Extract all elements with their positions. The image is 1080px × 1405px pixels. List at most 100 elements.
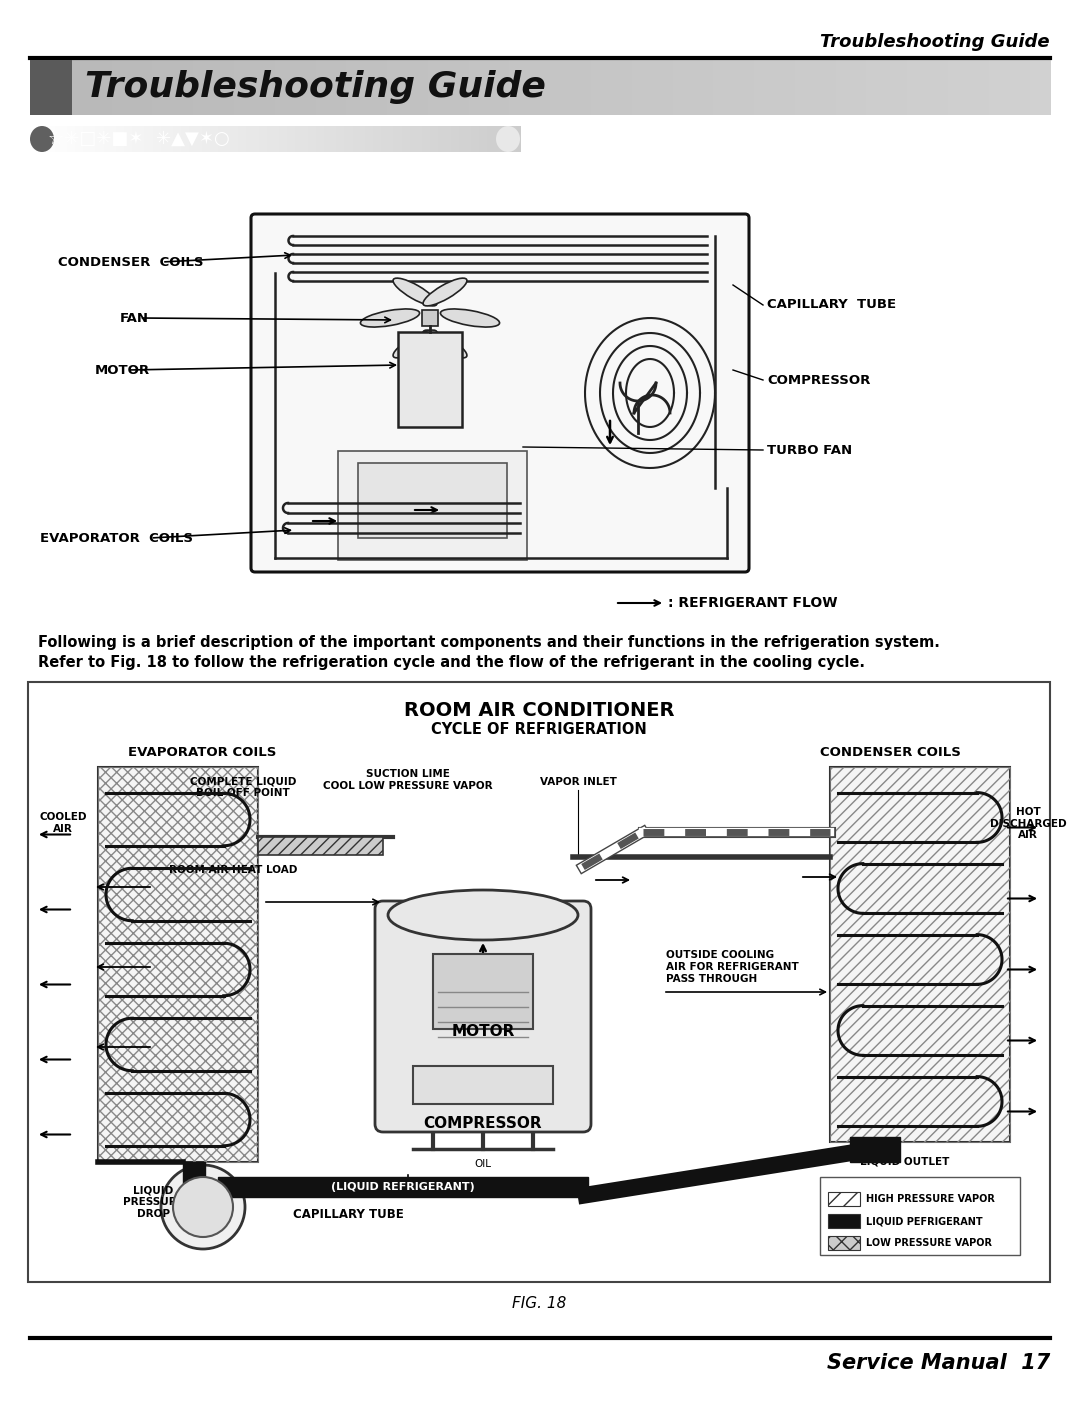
Bar <box>724 60 734 115</box>
Bar <box>530 60 541 115</box>
Text: LIQUID PEFRIGERANT: LIQUID PEFRIGERANT <box>866 1215 983 1227</box>
Text: LOW PRESSURE VAPOR: LOW PRESSURE VAPOR <box>866 1238 993 1248</box>
FancyBboxPatch shape <box>279 126 284 152</box>
FancyBboxPatch shape <box>87 126 92 152</box>
FancyBboxPatch shape <box>491 126 497 152</box>
FancyBboxPatch shape <box>386 126 390 152</box>
Bar <box>91 60 103 115</box>
Text: COMPRESSOR: COMPRESSOR <box>767 374 870 386</box>
FancyBboxPatch shape <box>54 126 59 152</box>
FancyBboxPatch shape <box>63 126 68 152</box>
Text: : REFRIGERANT FLOW: : REFRIGERANT FLOW <box>669 596 837 610</box>
Bar <box>152 60 163 115</box>
FancyBboxPatch shape <box>189 126 194 152</box>
Bar <box>40 60 52 115</box>
Text: CONDENSER  COILS: CONDENSER COILS <box>58 256 203 268</box>
FancyBboxPatch shape <box>275 126 280 152</box>
Bar <box>570 60 582 115</box>
FancyBboxPatch shape <box>393 126 399 152</box>
FancyBboxPatch shape <box>124 126 129 152</box>
FancyBboxPatch shape <box>471 126 476 152</box>
Bar <box>774 60 786 115</box>
FancyBboxPatch shape <box>328 126 333 152</box>
Bar <box>733 60 745 115</box>
FancyBboxPatch shape <box>83 126 89 152</box>
Text: Troubleshooting Guide: Troubleshooting Guide <box>85 70 545 104</box>
FancyBboxPatch shape <box>356 126 362 152</box>
Bar <box>489 60 500 115</box>
Bar <box>30 60 41 115</box>
FancyBboxPatch shape <box>79 126 84 152</box>
Text: COMPRESSOR: COMPRESSOR <box>423 1116 542 1131</box>
Bar <box>81 60 92 115</box>
FancyBboxPatch shape <box>157 126 162 152</box>
FancyBboxPatch shape <box>299 126 305 152</box>
Bar <box>754 60 766 115</box>
Bar <box>218 1177 588 1197</box>
FancyBboxPatch shape <box>271 126 276 152</box>
FancyBboxPatch shape <box>516 126 521 152</box>
Bar <box>887 60 897 115</box>
FancyBboxPatch shape <box>463 126 468 152</box>
Text: ROOM AIR CONDITIONER: ROOM AIR CONDITIONER <box>404 701 674 719</box>
Bar <box>356 60 367 115</box>
FancyBboxPatch shape <box>333 126 337 152</box>
FancyBboxPatch shape <box>338 451 527 561</box>
FancyBboxPatch shape <box>292 126 296 152</box>
Ellipse shape <box>441 309 500 327</box>
FancyBboxPatch shape <box>418 126 423 152</box>
Bar <box>422 311 438 326</box>
FancyBboxPatch shape <box>230 126 235 152</box>
Circle shape <box>173 1177 233 1236</box>
Bar <box>632 60 643 115</box>
Bar <box>897 60 908 115</box>
Bar <box>846 60 858 115</box>
FancyBboxPatch shape <box>438 126 444 152</box>
Text: ROOM AIR HEAT LOAD: ROOM AIR HEAT LOAD <box>168 865 297 875</box>
Bar <box>478 60 490 115</box>
Bar <box>673 60 684 115</box>
Text: MOTOR: MOTOR <box>451 1024 515 1040</box>
FancyBboxPatch shape <box>30 126 35 152</box>
Bar <box>550 60 562 115</box>
Bar <box>989 60 1000 115</box>
FancyBboxPatch shape <box>104 126 109 152</box>
FancyBboxPatch shape <box>91 126 96 152</box>
Text: OIL: OIL <box>474 1159 491 1169</box>
Text: LIQUID
PRESSURE
DROP: LIQUID PRESSURE DROP <box>122 1186 184 1218</box>
FancyBboxPatch shape <box>108 126 112 152</box>
FancyBboxPatch shape <box>296 126 300 152</box>
FancyBboxPatch shape <box>467 126 472 152</box>
Text: COOLED
AIR: COOLED AIR <box>39 812 86 835</box>
Bar <box>622 60 633 115</box>
FancyBboxPatch shape <box>402 126 407 152</box>
FancyBboxPatch shape <box>148 126 153 152</box>
Bar <box>448 60 459 115</box>
Bar <box>978 60 989 115</box>
Bar <box>438 60 449 115</box>
Bar <box>143 60 153 115</box>
Bar <box>193 60 204 115</box>
Bar <box>561 60 571 115</box>
FancyBboxPatch shape <box>259 126 264 152</box>
Bar <box>132 60 144 115</box>
FancyBboxPatch shape <box>251 214 750 572</box>
FancyBboxPatch shape <box>315 126 321 152</box>
Bar <box>831 767 1010 1142</box>
Bar <box>469 60 480 115</box>
Bar <box>265 60 275 115</box>
FancyBboxPatch shape <box>145 126 149 152</box>
FancyBboxPatch shape <box>38 126 43 152</box>
Text: HIGH PRESSURE VAPOR: HIGH PRESSURE VAPOR <box>866 1194 995 1204</box>
FancyBboxPatch shape <box>496 126 501 152</box>
Bar <box>306 60 316 115</box>
FancyBboxPatch shape <box>177 126 183 152</box>
FancyBboxPatch shape <box>361 126 366 152</box>
Bar <box>662 60 674 115</box>
FancyBboxPatch shape <box>239 126 243 152</box>
FancyBboxPatch shape <box>369 126 374 152</box>
FancyBboxPatch shape <box>120 126 125 152</box>
FancyBboxPatch shape <box>443 126 447 152</box>
Bar <box>907 60 918 115</box>
FancyBboxPatch shape <box>46 126 52 152</box>
